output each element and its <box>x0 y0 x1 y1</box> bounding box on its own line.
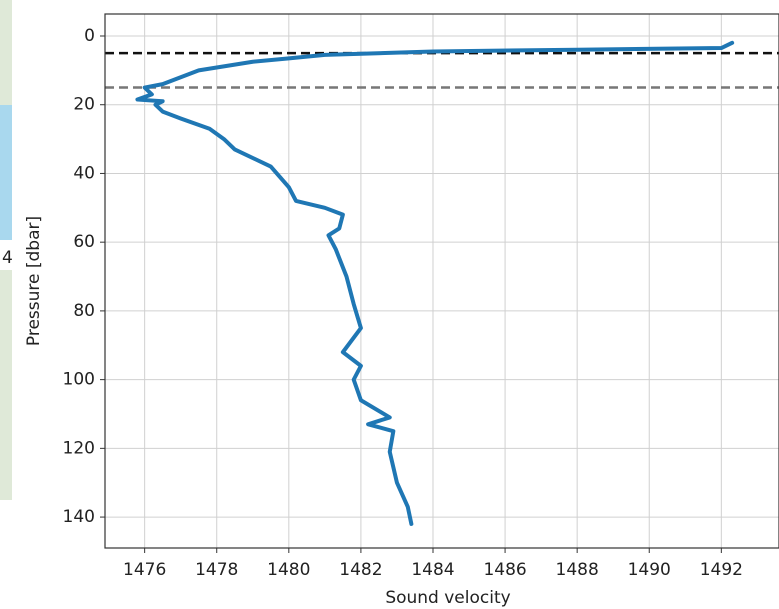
plot-frame <box>105 14 779 548</box>
x-tick-label: 1478 <box>195 560 238 580</box>
y-tick-label: 140 <box>63 507 95 527</box>
x-tick-label: 1482 <box>339 560 382 580</box>
x-axis-label: Sound velocity <box>385 588 510 608</box>
data-line <box>137 43 732 524</box>
x-tick-label: 1480 <box>267 560 310 580</box>
y-tick-label: 120 <box>63 438 95 458</box>
y-tick-label: 100 <box>63 370 95 390</box>
y-tick-label: 20 <box>73 95 95 115</box>
x-tick-label: 1476 <box>123 560 166 580</box>
y-tick-label: 60 <box>73 232 95 252</box>
chart: 4 Sound velocity Pressure [dbar] 1476 147… <box>0 0 779 609</box>
x-tick-label: 1486 <box>483 560 526 580</box>
x-tick-label: 1490 <box>628 560 671 580</box>
y-axis-label: Pressure [dbar] <box>24 216 44 346</box>
x-tick-label: 1484 <box>411 560 454 580</box>
x-tick-label: 1488 <box>556 560 599 580</box>
y-tick-label: 0 <box>84 26 95 46</box>
side-label: 4 <box>2 248 13 268</box>
y-tick-label: 40 <box>73 163 95 183</box>
x-tick-label: 1492 <box>700 560 743 580</box>
y-tick-label: 80 <box>73 301 95 321</box>
